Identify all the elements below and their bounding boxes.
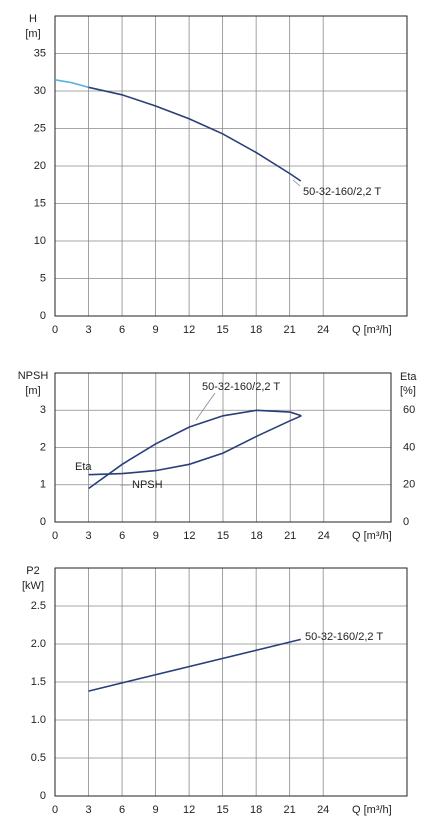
y2-tick-label: 60 <box>403 404 415 416</box>
series-line <box>88 415 302 476</box>
y-tick-label: 35 <box>34 47 46 59</box>
series-line <box>88 86 302 182</box>
y-axis-unit: [kW] <box>22 580 44 592</box>
x-tick-label: 9 <box>153 324 159 336</box>
y-tick-label: 1.0 <box>31 714 46 726</box>
x-tick-label: 6 <box>119 804 125 816</box>
x-tick-label: 12 <box>183 804 195 816</box>
x-tick-label: 3 <box>86 530 92 542</box>
y-axis-unit: [m] <box>25 385 40 397</box>
y2-axis-label: Eta <box>400 371 417 383</box>
x-axis-label: Q [m³/h] <box>352 530 392 542</box>
x-tick-label: 21 <box>284 530 296 542</box>
x-tick-label: 15 <box>217 530 229 542</box>
annotation: 50-32-160/2,2 T <box>303 186 381 198</box>
x-tick-label: 6 <box>119 530 125 542</box>
x-tick-label: 0 <box>52 530 58 542</box>
x-tick-label: 3 <box>85 804 91 816</box>
y-tick-label: 1.5 <box>31 676 46 688</box>
series-line <box>54 79 89 89</box>
y-axis-label: NPSH <box>18 370 49 382</box>
y2-tick-label: 0 <box>403 516 409 528</box>
annotation: 50-32-160/2,2 T <box>305 631 383 643</box>
x-tick-label: 9 <box>153 804 159 816</box>
x-tick-label: 24 <box>318 530 330 542</box>
y-tick-label: 3 <box>40 404 46 416</box>
y-axis-label: H <box>29 13 37 25</box>
x-tick-label: 24 <box>317 804 329 816</box>
x-tick-label: 9 <box>153 530 159 542</box>
y-tick-label: 0 <box>40 790 46 802</box>
y-axis-unit: [m] <box>25 28 40 40</box>
y-tick-label: 2.5 <box>31 600 46 612</box>
x-tick-label: 24 <box>317 324 329 336</box>
x-tick-label: 18 <box>250 530 262 542</box>
x-axis-label: Q [m³/h] <box>352 324 392 336</box>
x-tick-label: 21 <box>284 804 296 816</box>
plot-frame <box>54 15 408 317</box>
y-tick-label: 10 <box>34 235 46 247</box>
x-tick-label: 6 <box>119 324 125 336</box>
y-tick-label: 0 <box>40 516 46 528</box>
y-tick-label: 0 <box>40 310 46 322</box>
annotation: 50-32-160/2,2 T <box>202 381 280 393</box>
y-axis-label: P2 <box>26 565 39 577</box>
y-tick-label: 25 <box>34 122 46 134</box>
x-axis-label: Q [m³/h] <box>352 804 392 816</box>
y-tick-label: 0.5 <box>31 752 46 764</box>
plot-frame <box>54 567 408 797</box>
x-tick-label: 3 <box>85 324 91 336</box>
y-tick-label: 5 <box>40 272 46 284</box>
annotation: NPSH <box>132 479 163 491</box>
x-tick-label: 18 <box>250 804 262 816</box>
x-tick-label: 15 <box>216 324 228 336</box>
y2-axis-unit: [%] <box>400 385 416 397</box>
leader-line <box>292 179 301 187</box>
x-tick-label: 18 <box>250 324 262 336</box>
x-tick-label: 0 <box>52 324 58 336</box>
x-tick-label: 15 <box>216 804 228 816</box>
y-tick-label: 1 <box>40 479 46 491</box>
y-tick-label: 2.0 <box>31 638 46 650</box>
y-tick-label: 15 <box>34 197 46 209</box>
y2-tick-label: 20 <box>403 479 415 491</box>
leader-line <box>195 392 216 421</box>
y-tick-label: 30 <box>34 85 46 97</box>
x-tick-label: 0 <box>52 804 58 816</box>
x-tick-label: 12 <box>183 530 195 542</box>
y-tick-label: 20 <box>34 160 46 172</box>
plot-frame <box>54 372 392 523</box>
y-tick-label: 2 <box>40 441 46 453</box>
annotation: Eta <box>75 461 92 473</box>
x-tick-label: 12 <box>183 324 195 336</box>
x-tick-label: 21 <box>284 324 296 336</box>
y2-tick-label: 40 <box>403 441 415 453</box>
series-line <box>88 409 302 490</box>
series-line <box>88 638 301 692</box>
